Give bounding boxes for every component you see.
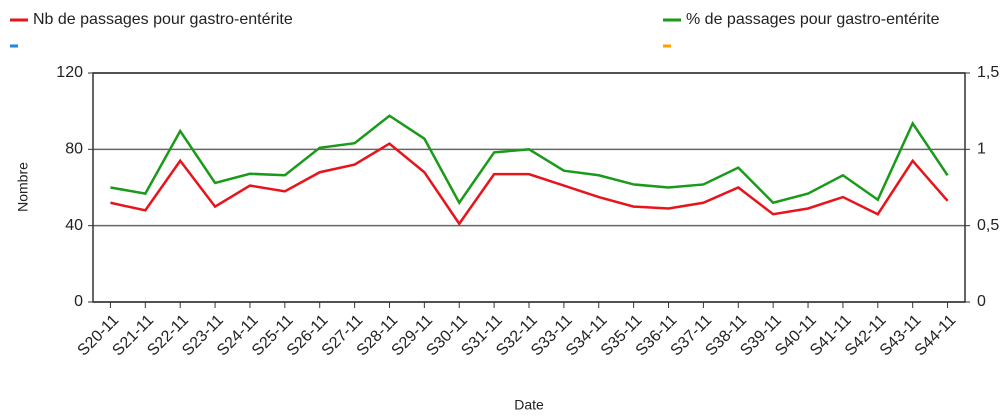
y2-tick-label: 1,5 <box>977 64 999 81</box>
plot-border <box>92 72 966 303</box>
x-axis-label: Date <box>514 397 544 413</box>
y-tick-label: 80 <box>65 141 83 158</box>
legend-label: Nb de passages pour gastro-entérite <box>33 11 293 28</box>
y-tick-label: 40 <box>65 217 83 234</box>
y-tick-label: 120 <box>56 64 83 81</box>
y2-tick-label: 0 <box>977 293 986 310</box>
y2-tick-label: 0,5 <box>977 217 999 234</box>
y2-tick-label: 1 <box>977 141 986 158</box>
legend-label: % de passages pour gastro-entérite <box>686 11 940 28</box>
series-line <box>110 142 949 226</box>
y-tick-label: 0 <box>74 293 83 310</box>
y-axis-label: Nombre <box>15 162 31 212</box>
series-line <box>110 114 949 206</box>
